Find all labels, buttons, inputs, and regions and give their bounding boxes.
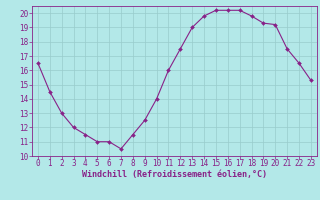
X-axis label: Windchill (Refroidissement éolien,°C): Windchill (Refroidissement éolien,°C) [82, 170, 267, 179]
